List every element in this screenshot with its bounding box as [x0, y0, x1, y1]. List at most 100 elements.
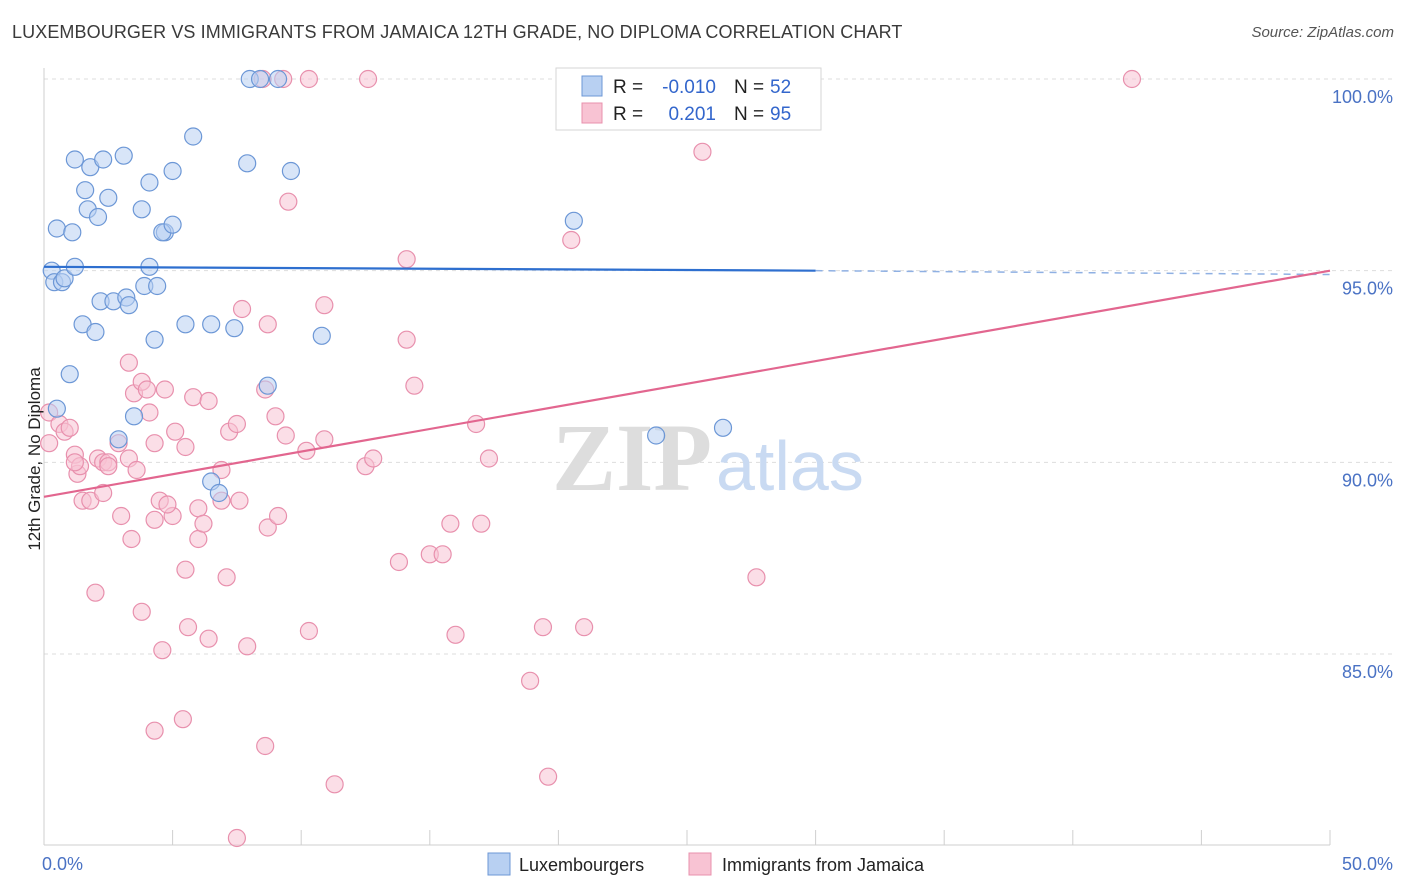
y-axis-title: 12th Grade, No Diploma — [25, 367, 44, 551]
luxembourgers-point-48 — [564, 211, 583, 230]
luxembourgers-point-42 — [124, 407, 144, 426]
trend-line-luxembourgers — [43, 265, 816, 272]
legend-swatch-luxembourgers — [487, 852, 511, 876]
jamaica-point-29 — [227, 414, 246, 434]
jamaica-point-58 — [132, 602, 151, 621]
luxembourgers-point-44 — [109, 430, 128, 449]
luxembourgers-point-12 — [94, 150, 113, 169]
jamaica-point-82 — [562, 230, 581, 250]
jamaica-point-57 — [86, 583, 105, 602]
luxembourgers-point-39 — [225, 319, 244, 338]
luxembourgers-point-41 — [60, 365, 79, 384]
stats-swatch-blue — [581, 75, 603, 97]
series-luxembourgers-points — [42, 69, 758, 503]
jamaica-point-61 — [238, 637, 257, 656]
luxembourgers-point-32 — [148, 276, 167, 296]
luxembourgers-point-23 — [281, 161, 301, 181]
luxembourgers-point-6 — [63, 223, 82, 242]
jamaica-point-22 — [155, 380, 174, 399]
luxembourgers-point-14 — [114, 146, 133, 165]
stats-n-label-1: N = — [734, 77, 764, 98]
luxembourgers-point-15 — [132, 200, 151, 219]
stats-n-label-2: N = — [734, 104, 764, 125]
jamaica-point-73 — [173, 710, 192, 729]
luxembourgers-point-37 — [176, 315, 195, 334]
watermark-zip: ZIP — [552, 404, 712, 511]
series-legend: Luxembourgers Immigrants from Jamaica — [487, 852, 925, 876]
jamaica-point-78 — [227, 828, 246, 848]
legend-swatch-jamaica — [688, 852, 712, 876]
jamaica-point-34 — [276, 426, 295, 445]
jamaica-point-74 — [145, 721, 164, 740]
luxembourgers-point-21 — [184, 127, 203, 146]
stats-r-value-2: 0.201 — [668, 104, 716, 125]
luxembourgers-point-50 — [713, 418, 733, 437]
jamaica-point-92 — [158, 495, 177, 514]
luxembourgers-point-7 — [65, 150, 84, 169]
jamaica-point-64 — [389, 552, 409, 572]
y-tick-label-100: 100.0% — [1332, 87, 1393, 107]
jamaica-point-66 — [433, 545, 452, 564]
jamaica-point-87 — [358, 69, 378, 89]
jamaica-point-59 — [178, 618, 198, 637]
luxembourgers-point-49 — [647, 426, 666, 445]
jamaica-point-55 — [258, 518, 277, 537]
jamaica-point-77 — [539, 767, 558, 786]
jamaica-point-19 — [137, 380, 156, 399]
jamaica-point-79 — [575, 618, 594, 637]
jamaica-point-25 — [184, 388, 203, 407]
stats-swatch-pink — [581, 102, 603, 124]
jamaica-point-94 — [268, 506, 288, 526]
luxembourgers-point-5 — [47, 219, 66, 238]
watermark: ZIP atlas — [552, 404, 864, 511]
jamaica-point-47 — [145, 510, 164, 529]
luxembourgers-point-36 — [145, 330, 164, 349]
legend-label-jamaica: Immigrants from Jamaica — [722, 855, 925, 875]
jamaica-point-4 — [60, 418, 79, 437]
axes — [43, 68, 1331, 846]
jamaica-point-71 — [533, 618, 553, 637]
y-tick-label-90: 90.0% — [1342, 470, 1393, 490]
y-tick-label-95: 95.0% — [1342, 279, 1393, 299]
jamaica-point-41 — [405, 376, 424, 395]
jamaica-point-33 — [266, 407, 285, 426]
luxembourgers-point-19 — [163, 161, 182, 181]
jamaica-point-51 — [189, 529, 208, 549]
luxembourgers-point-38 — [202, 315, 221, 334]
x-tick-label-min: 0.0% — [42, 854, 83, 874]
jamaica-point-93 — [194, 514, 213, 533]
stats-n-value-2: 95 — [770, 104, 791, 125]
jamaica-point-30 — [232, 299, 252, 319]
jamaica-point-43 — [479, 449, 499, 468]
jamaica-point-80 — [279, 192, 298, 211]
jamaica-point-18 — [119, 353, 138, 372]
jamaica-point-1 — [40, 434, 59, 453]
jamaica-point-36 — [315, 430, 334, 449]
x-tick-label-max: 50.0% — [1342, 854, 1393, 874]
jamaica-point-40 — [397, 330, 416, 349]
legend-label-luxembourgers: Luxembourgers — [519, 855, 644, 875]
source-label: Source: ZipAtlas.com — [1251, 24, 1394, 41]
jamaica-point-23 — [166, 422, 185, 441]
luxembourgers-point-45 — [258, 376, 277, 395]
luxembourgers-point-22 — [238, 154, 257, 173]
jamaica-point-90 — [94, 483, 113, 503]
luxembourgers-point-16 — [140, 173, 159, 192]
jamaica-point-44 — [112, 506, 131, 526]
luxembourgers-point-47 — [209, 483, 228, 503]
jamaica-point-69 — [446, 625, 465, 644]
jamaica-point-45 — [122, 529, 141, 549]
jamaica-point-75 — [256, 736, 275, 756]
jamaica-point-21 — [145, 434, 164, 453]
jamaica-point-54 — [230, 491, 249, 510]
trend-line-jamaica — [43, 269, 1331, 498]
jamaica-point-88 — [1122, 69, 1142, 89]
chart-title: LUXEMBOURGER VS IMMIGRANTS FROM JAMAICA … — [12, 22, 903, 42]
luxembourgers-point-8 — [76, 181, 95, 200]
jamaica-point-32 — [258, 315, 277, 334]
jamaica-point-76 — [325, 775, 344, 794]
jamaica-point-63 — [153, 641, 172, 660]
luxembourgers-point-25 — [250, 69, 270, 89]
stats-r-value-1: -0.010 — [662, 77, 716, 98]
